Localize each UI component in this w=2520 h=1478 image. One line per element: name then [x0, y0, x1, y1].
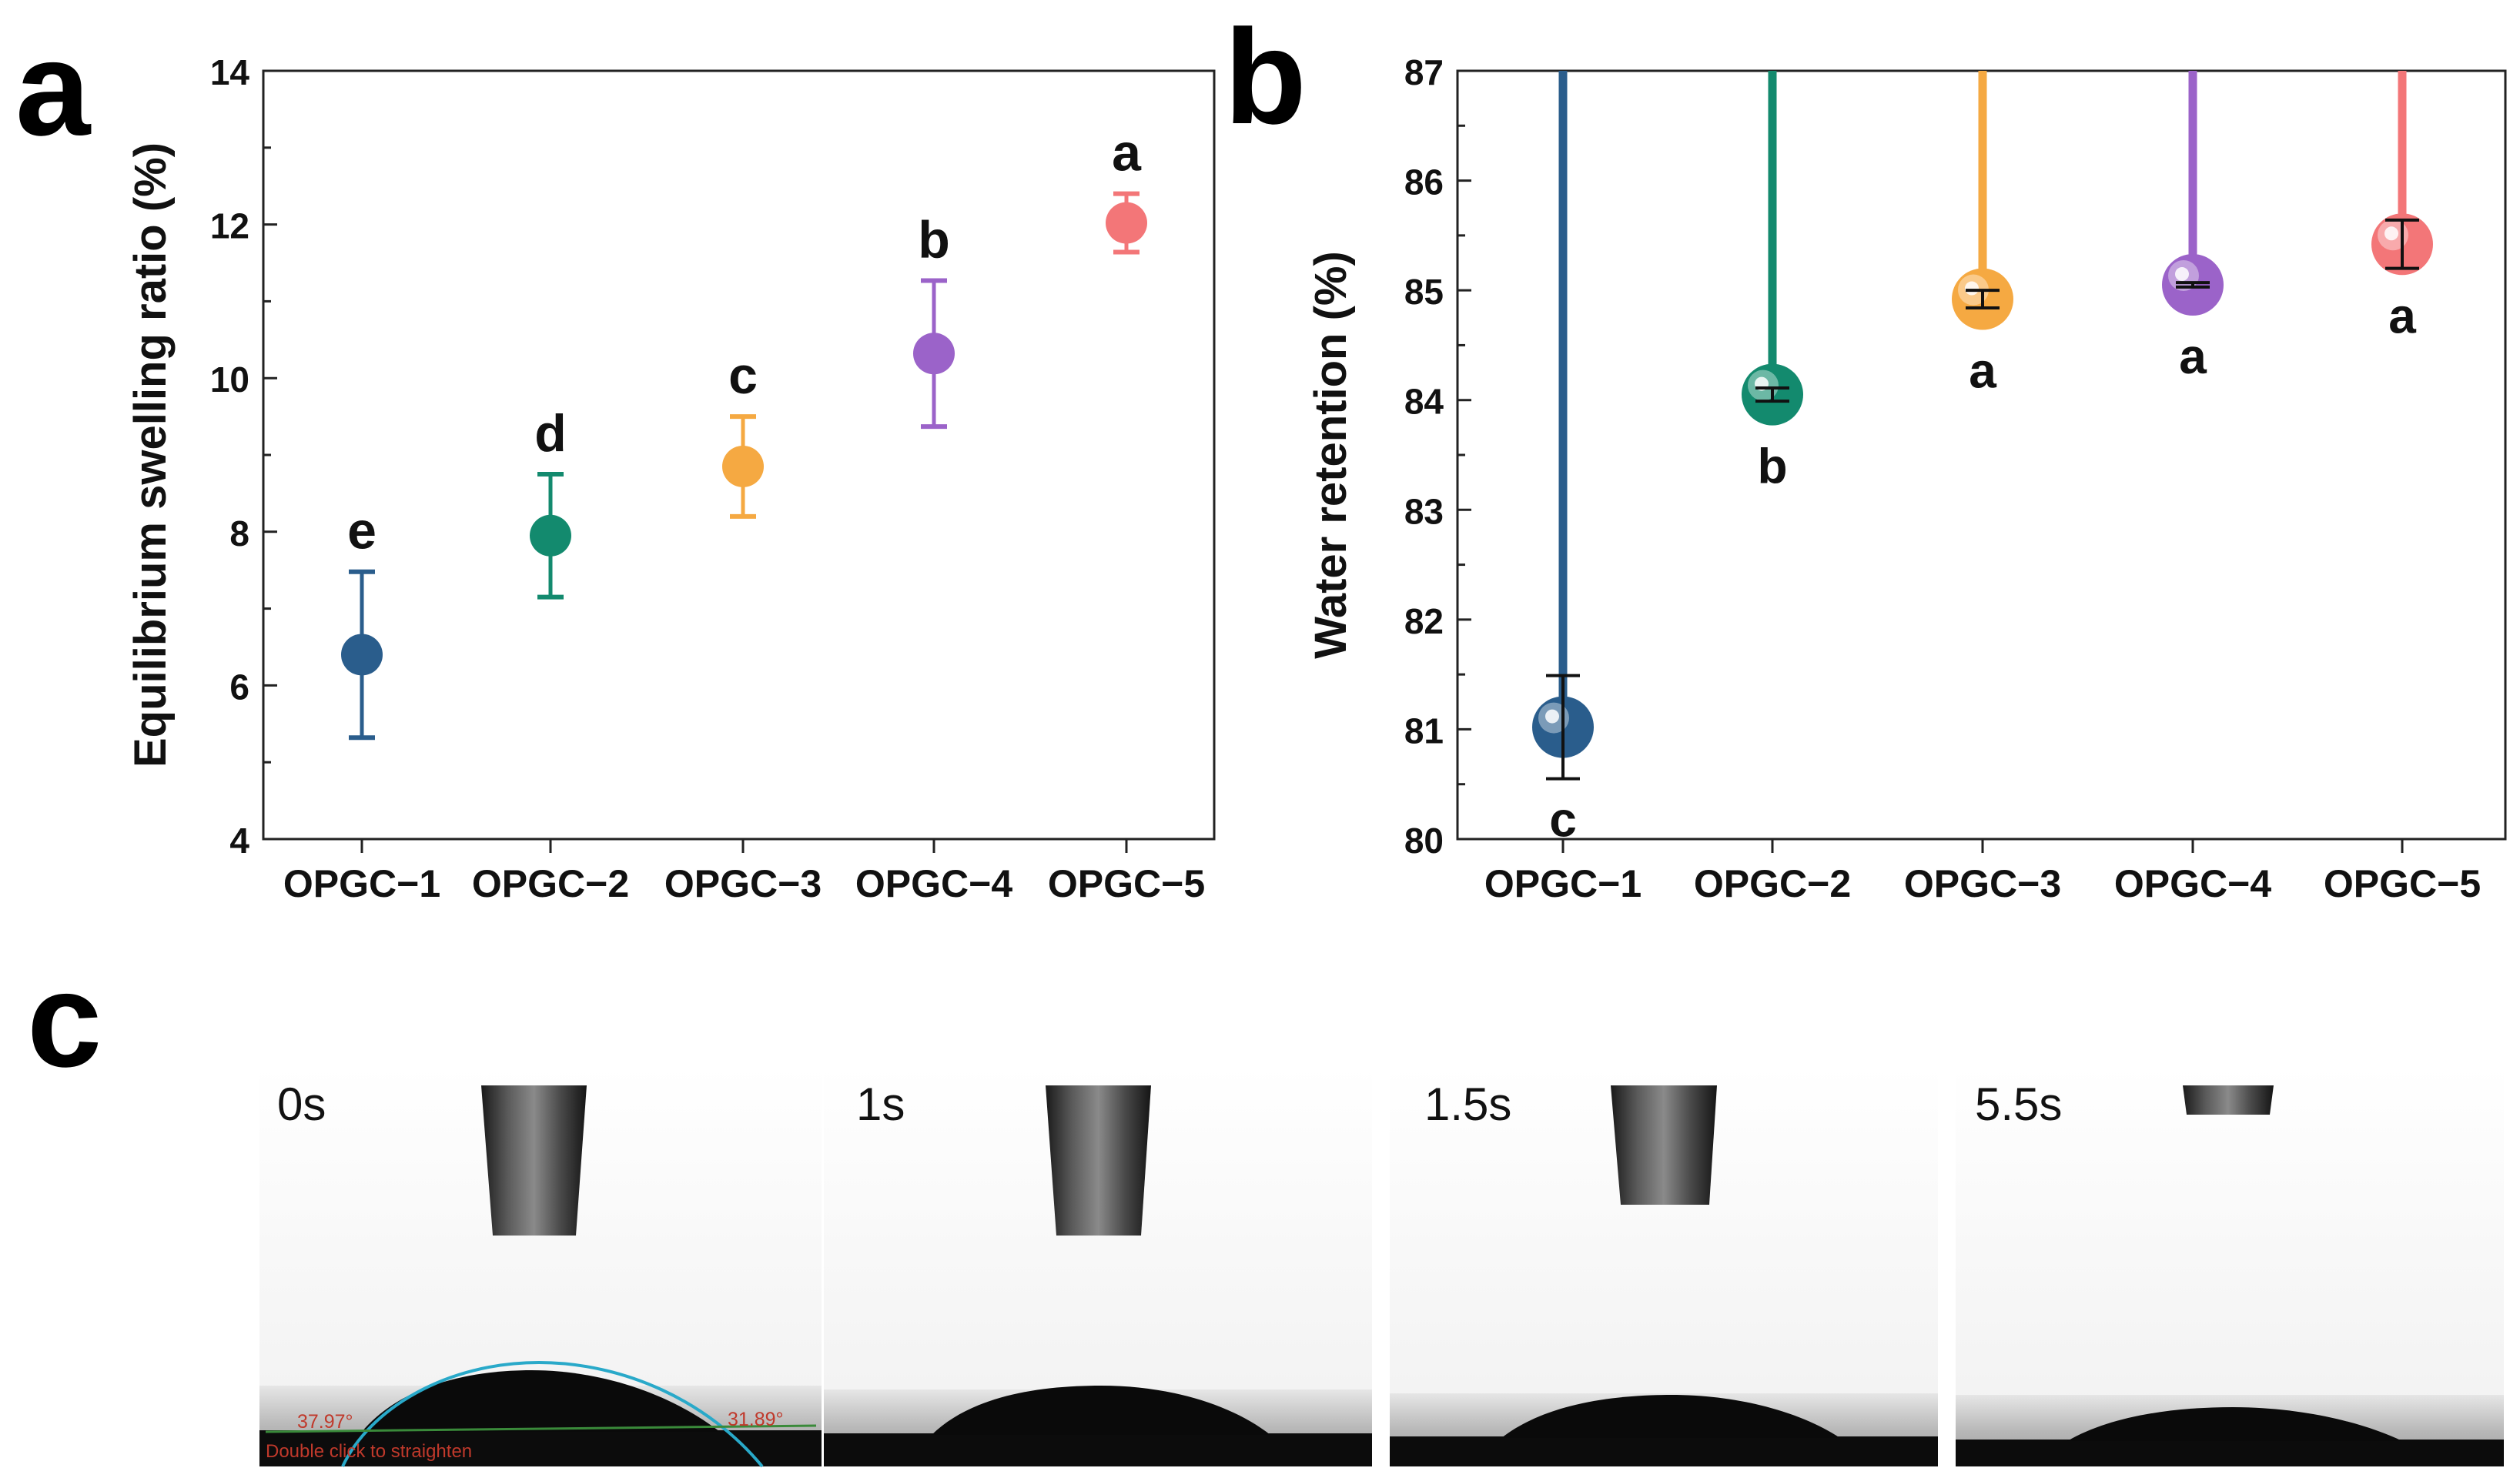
x-tick-label-b: OPGC−4	[2114, 862, 2271, 905]
frame-time-label: 1.5s	[1424, 1078, 1511, 1130]
needle	[1611, 1085, 1717, 1205]
y-axis-title-a: Equilibrium swelling ratio (%)	[125, 142, 176, 767]
frame-1.5s: 1.5s	[1390, 1066, 1938, 1466]
y-tick-label-b: 83	[1404, 491, 1444, 531]
lollipop-glint-b	[2175, 267, 2189, 282]
data-point-a	[913, 333, 955, 375]
substrate-shadow	[1390, 1436, 1938, 1466]
water-retention-chart: 80 81 82 83 84 85 86 87 OPGC−1 OPGC−2 OPGC−3 OPGC−4…	[1306, 52, 2507, 905]
y-tick-label-b: 81	[1404, 711, 1444, 751]
x-tick-label-a: OPGC−3	[664, 862, 822, 905]
significance-letter-a: c	[728, 346, 758, 405]
baseline	[265, 1424, 817, 1433]
significance-letter-b: c	[1549, 792, 1577, 848]
y-tick-label-b: 84	[1404, 382, 1444, 422]
frame-time-label: 1s	[856, 1078, 905, 1130]
panel-label-c: c	[27, 945, 102, 1095]
lollipop-glint-b	[1965, 281, 1979, 296]
data-point-a	[341, 634, 383, 676]
data-point-a	[530, 514, 571, 557]
y-tick-label-a: 12	[210, 206, 249, 246]
significance-letter-b: a	[2179, 329, 2207, 384]
droplet	[362, 1370, 720, 1432]
lollipop-glint-b	[1545, 709, 1559, 724]
x-tick-label-b: OPGC−1	[1484, 862, 1642, 905]
frame-5.5s: 5.5s	[1956, 1066, 2504, 1466]
x-tick-label-b: OPGC−5	[2324, 862, 2481, 905]
y-tick-label-a: 4	[229, 821, 249, 861]
frame-time-label: 0s	[277, 1078, 326, 1130]
significance-letter-b: b	[1757, 439, 1787, 494]
y-tick-label-b: 86	[1404, 162, 1444, 202]
droplet	[1501, 1395, 1840, 1438]
y-tick-label-a: 6	[229, 667, 249, 707]
y-tick-label-b: 82	[1404, 601, 1444, 641]
droplet	[932, 1386, 1270, 1435]
right-angle-readout: 31.89°	[728, 1409, 784, 1430]
needle	[1046, 1085, 1151, 1236]
x-tick-label-a: OPGC−5	[1048, 862, 1205, 905]
y-tick-label-b: 87	[1404, 52, 1444, 92]
straighten-hint: Double click to straighten	[266, 1441, 472, 1462]
y-tick-label-b: 80	[1404, 821, 1444, 861]
needle	[481, 1085, 587, 1236]
left-angle-readout: 37.97°	[297, 1411, 353, 1433]
x-tick-label-a: OPGC−1	[283, 862, 440, 905]
y-tick-label-b: 85	[1404, 272, 1444, 312]
frame-0s: 0s 37.97° 31.89° Double click to straigh…	[259, 1066, 822, 1468]
substrate-shadow	[1956, 1440, 2504, 1466]
x-tick-label-b: OPGC−2	[1694, 862, 1851, 905]
data-point-a	[722, 445, 764, 487]
significance-letter-a: a	[1112, 124, 1142, 182]
lollipop-glint-b	[2384, 226, 2398, 241]
substrate-shadow	[824, 1433, 1372, 1466]
significance-letter-a: b	[918, 210, 950, 269]
y-tick-label-a: 14	[210, 52, 250, 92]
significance-letter-a: d	[534, 404, 567, 463]
significance-letter-b: a	[2388, 288, 2416, 343]
significance-letter-a: e	[347, 502, 376, 560]
x-tick-label-a: OPGC−4	[855, 862, 1012, 905]
droplet	[2067, 1407, 2402, 1441]
fit-curve	[341, 1360, 764, 1468]
y-tick-label-a: 8	[229, 513, 249, 553]
frame-time-label: 5.5s	[1975, 1078, 2062, 1130]
panel-label-a: a	[15, 14, 92, 164]
needle	[2183, 1085, 2274, 1115]
x-tick-label-b: OPGC−3	[1904, 862, 2061, 905]
frame-1s: 1s	[824, 1066, 1372, 1466]
data-point-a	[1106, 202, 1147, 244]
y-tick-label-a: 10	[210, 359, 249, 400]
panel-label-b: b	[1224, 2, 1307, 152]
y-axis-title-b: Water retention (%)	[1306, 251, 1356, 659]
significance-letter-b: a	[1969, 343, 1996, 399]
x-tick-label-a: OPGC−2	[472, 862, 629, 905]
